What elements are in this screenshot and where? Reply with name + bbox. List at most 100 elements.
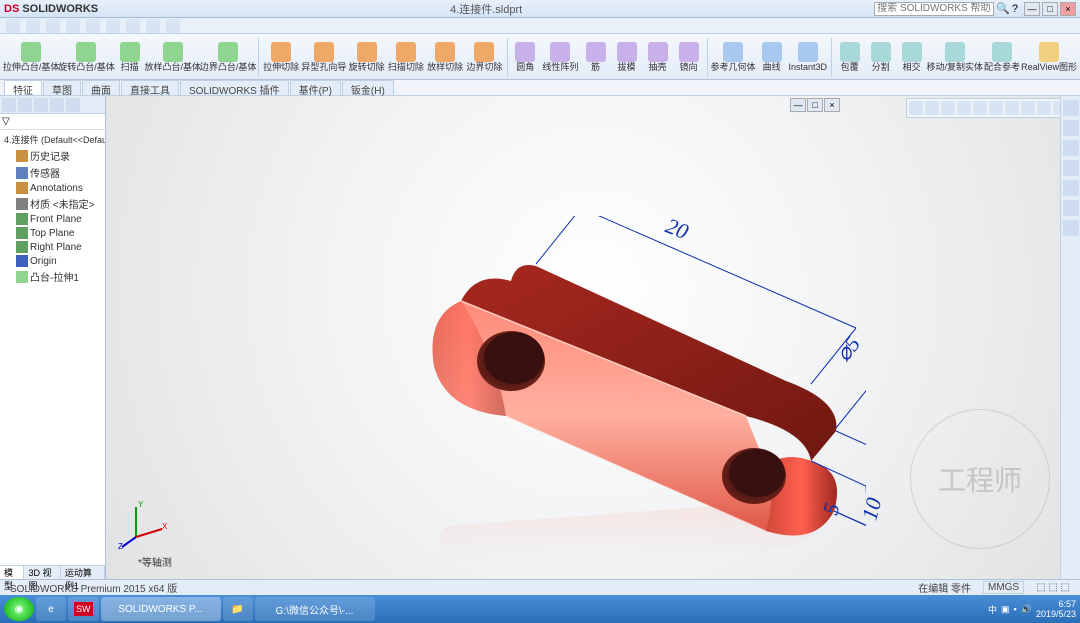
ribbon-筋[interactable]: 筋 bbox=[581, 39, 611, 75]
tray-flag-icon[interactable]: ▣ bbox=[1001, 604, 1010, 615]
ribbon-异型孔向导[interactable]: 异型孔向导 bbox=[301, 39, 346, 75]
cmd-tab-钣金(H)[interactable]: 钣金(H) bbox=[342, 80, 394, 95]
qat-rebuild-icon[interactable] bbox=[126, 19, 140, 33]
taskbar-folder[interactable]: 📁 bbox=[223, 597, 253, 621]
fm-tab-dim[interactable] bbox=[50, 98, 64, 112]
ribbon-旋转切除[interactable]: 旋转切除 bbox=[348, 39, 386, 75]
part-model[interactable]: 20 ⌀5 5 10 bbox=[366, 216, 866, 576]
ribbon-放样凸台/基体[interactable]: 放样凸台/基体 bbox=[146, 39, 200, 75]
fm-tab-config[interactable] bbox=[34, 98, 48, 112]
tray-time[interactable]: 6:57 bbox=[1036, 599, 1076, 609]
tree-item[interactable]: 历史记录 bbox=[2, 147, 103, 164]
graphics-area[interactable]: — □ × bbox=[106, 96, 1080, 579]
tray-volume-icon[interactable]: 🔊 bbox=[1021, 604, 1032, 615]
ribbon-拉伸切除[interactable]: 拉伸切除 bbox=[262, 39, 300, 75]
close-button[interactable]: × bbox=[1060, 2, 1076, 16]
ribbon-包覆[interactable]: 包覆 bbox=[835, 39, 865, 75]
qat-select-icon[interactable] bbox=[166, 19, 180, 33]
task-design-lib-icon[interactable] bbox=[1063, 120, 1079, 136]
ribbon-配合参考[interactable]: 配合参考 bbox=[983, 39, 1021, 75]
ribbon-相交[interactable]: 相交 bbox=[897, 39, 927, 75]
ribbon-圆角[interactable]: 圆角 bbox=[510, 39, 540, 75]
ribbon-参考几何体[interactable]: 参考几何体 bbox=[710, 39, 755, 75]
tree-item[interactable]: 传感器 bbox=[2, 164, 103, 181]
tree-root[interactable]: 4.连接件 (Default<<Default>_ bbox=[2, 132, 103, 147]
taskbar-sw[interactable]: SW bbox=[68, 597, 99, 621]
filter-icon[interactable]: ▽ bbox=[2, 116, 10, 127]
taskbar-task[interactable]: G:\微信公众号\-... bbox=[255, 597, 375, 621]
child-max-button[interactable]: □ bbox=[807, 98, 823, 112]
cmd-tab-草图[interactable]: 草图 bbox=[43, 80, 81, 95]
task-view-palette-icon[interactable] bbox=[1063, 160, 1079, 176]
ribbon-放样切除[interactable]: 放样切除 bbox=[426, 39, 464, 75]
maximize-button[interactable]: □ bbox=[1042, 2, 1058, 16]
ribbon-边界凸台/基体[interactable]: 边界凸台/基体 bbox=[201, 39, 255, 75]
taskbar-start[interactable]: ◉ bbox=[4, 597, 34, 621]
zoom-fit-icon[interactable] bbox=[909, 101, 923, 115]
qat-save-icon[interactable] bbox=[46, 19, 60, 33]
motion-tab-0[interactable]: 模型 bbox=[0, 566, 24, 579]
child-close-button[interactable]: × bbox=[824, 98, 840, 112]
task-appearance-icon[interactable] bbox=[1063, 180, 1079, 196]
cmd-tab-直接工具[interactable]: 直接工具 bbox=[121, 80, 179, 95]
minimize-button[interactable]: — bbox=[1024, 2, 1040, 16]
qat-options-icon[interactable] bbox=[146, 19, 160, 33]
tree-item[interactable]: Top Plane bbox=[2, 226, 103, 240]
ribbon-分割[interactable]: 分割 bbox=[866, 39, 896, 75]
tree-item[interactable]: Front Plane bbox=[2, 212, 103, 226]
fm-tab-property[interactable] bbox=[18, 98, 32, 112]
child-min-button[interactable]: — bbox=[790, 98, 806, 112]
ribbon-拔模[interactable]: 拔模 bbox=[612, 39, 642, 75]
ribbon-旋转凸台/基体[interactable]: 旋转凸台/基体 bbox=[59, 39, 113, 75]
help-icon[interactable]: ? bbox=[1012, 3, 1018, 15]
qat-new-icon[interactable] bbox=[6, 19, 20, 33]
feature-tree[interactable]: 4.连接件 (Default<<Default>_ 历史记录传感器Annotat… bbox=[0, 130, 105, 565]
hide-show-icon[interactable] bbox=[1005, 101, 1019, 115]
qat-undo-icon[interactable] bbox=[86, 19, 100, 33]
tray-network-icon[interactable]: ▪ bbox=[1014, 604, 1017, 614]
task-forum-icon[interactable] bbox=[1063, 220, 1079, 236]
prev-view-icon[interactable] bbox=[941, 101, 955, 115]
tree-item[interactable]: Annotations bbox=[2, 181, 103, 195]
motion-tab-2[interactable]: 运动算例1 bbox=[61, 566, 105, 579]
tree-item[interactable]: 凸台-拉伸1 bbox=[2, 268, 103, 285]
tree-item[interactable]: 材质 <未指定> bbox=[2, 195, 103, 212]
fm-tab-feature[interactable] bbox=[2, 98, 16, 112]
cmd-tab-SOLIDWORKS 插件[interactable]: SOLIDWORKS 插件 bbox=[180, 80, 289, 95]
tray-ime-icon[interactable]: 中 bbox=[988, 603, 997, 616]
motion-tab-1[interactable]: 3D 视图 bbox=[24, 566, 60, 579]
status-icons[interactable]: ⬚ ⬚ ⬚ bbox=[1036, 582, 1070, 593]
scene-icon[interactable] bbox=[1037, 101, 1051, 115]
ribbon-曲线[interactable]: 曲线 bbox=[757, 39, 787, 75]
ribbon-抽壳[interactable]: 抽壳 bbox=[643, 39, 673, 75]
task-resources-icon[interactable] bbox=[1063, 100, 1079, 116]
ribbon-移动/复制实体[interactable]: 移动/复制实体 bbox=[928, 39, 982, 75]
fm-tab-display[interactable] bbox=[66, 98, 80, 112]
status-units[interactable]: MMGS bbox=[983, 581, 1024, 594]
display-style-icon[interactable] bbox=[989, 101, 1003, 115]
orientation-triad[interactable]: Y X Z bbox=[118, 499, 168, 549]
qat-open-icon[interactable] bbox=[26, 19, 40, 33]
ribbon-扫描[interactable]: 扫描 bbox=[115, 39, 145, 75]
taskbar-task[interactable]: SOLIDWORKS P... bbox=[101, 597, 221, 621]
ribbon-边界切除[interactable]: 边界切除 bbox=[465, 39, 503, 75]
cmd-tab-特征[interactable]: 特征 bbox=[4, 80, 42, 95]
tree-item[interactable]: Origin bbox=[2, 254, 103, 268]
appearance-icon[interactable] bbox=[1021, 101, 1035, 115]
system-tray[interactable]: 中 ▣ ▪ 🔊 6:57 2019/5/23 bbox=[988, 599, 1076, 619]
view-orient-icon[interactable] bbox=[973, 101, 987, 115]
task-file-explorer-icon[interactable] bbox=[1063, 140, 1079, 156]
section-view-icon[interactable] bbox=[957, 101, 971, 115]
qat-redo-icon[interactable] bbox=[106, 19, 120, 33]
cmd-tab-曲面[interactable]: 曲面 bbox=[82, 80, 120, 95]
ribbon-RealView图形[interactable]: RealView图形 bbox=[1022, 39, 1076, 75]
cmd-tab-基件(P)[interactable]: 基件(P) bbox=[290, 80, 341, 95]
tree-item[interactable]: Right Plane bbox=[2, 240, 103, 254]
ribbon-拉伸凸台/基体[interactable]: 拉伸凸台/基体 bbox=[4, 39, 58, 75]
ribbon-镜向[interactable]: 镜向 bbox=[674, 39, 704, 75]
taskbar-ie[interactable]: e bbox=[36, 597, 66, 621]
help-search-input[interactable] bbox=[874, 2, 994, 16]
search-icon[interactable]: 🔍 bbox=[996, 2, 1010, 15]
zoom-area-icon[interactable] bbox=[925, 101, 939, 115]
qat-print-icon[interactable] bbox=[66, 19, 80, 33]
